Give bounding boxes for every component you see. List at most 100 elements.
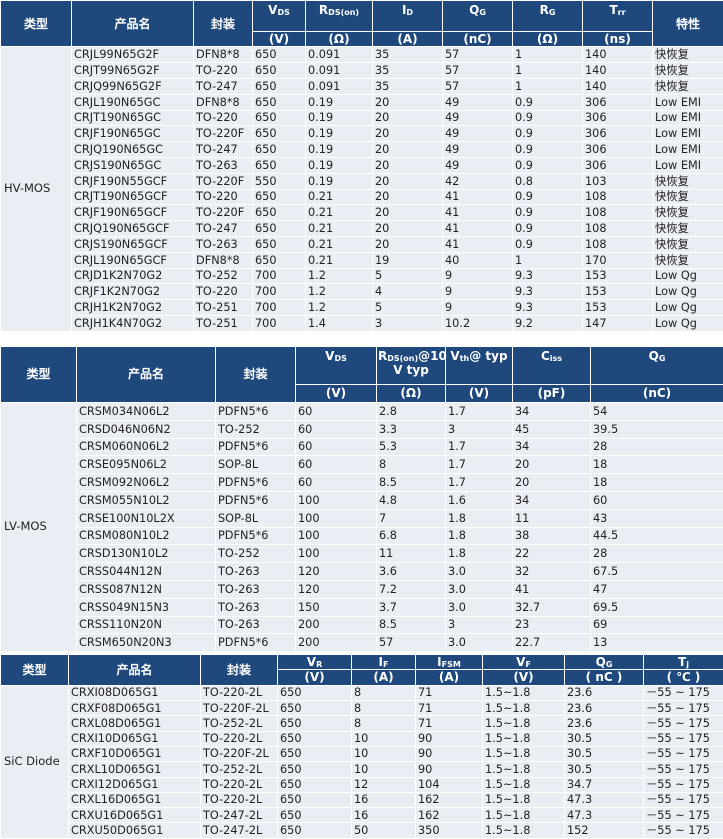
package-cell: TO-220 <box>194 110 253 126</box>
value-cell: 650 <box>253 78 306 94</box>
value-cell: 0.19 <box>306 110 373 126</box>
type-cell: SiC Diode <box>1 685 69 838</box>
value-cell: 60 <box>591 491 723 509</box>
value-cell: 650 <box>278 716 352 731</box>
value-cell: 650 <box>278 777 352 792</box>
unit-header: ( nC ) <box>565 670 644 685</box>
header-subscript: iss <box>550 354 562 363</box>
value-cell: 1 <box>513 78 583 94</box>
product-name-cell: CRJT190N65GCF <box>72 189 194 205</box>
value-cell: 30.5 <box>565 762 644 777</box>
package-cell: TO-220-2L <box>201 792 278 807</box>
value-cell: 103 <box>583 173 653 189</box>
product-name-cell: CRJL190N65GC <box>72 94 194 110</box>
value-cell: 42 <box>443 173 513 189</box>
value-cell: 1.4 <box>306 315 373 331</box>
value-cell: 650 <box>253 157 306 173</box>
value-cell: 306 <box>583 110 653 126</box>
value-cell: 69.5 <box>591 598 723 616</box>
value-cell: 49 <box>443 110 513 126</box>
value-cell: 108 <box>583 221 653 237</box>
value-cell: 650 <box>278 701 352 716</box>
value-cell: 45 <box>513 420 591 438</box>
value-cell: 140 <box>583 63 653 79</box>
value-cell: －55 ~ 175 <box>644 701 723 716</box>
value-cell: 650 <box>253 189 306 205</box>
value-cell: 550 <box>253 173 306 189</box>
header-label: V <box>450 349 459 363</box>
value-cell: 1.8 <box>446 527 513 545</box>
value-cell: 350 <box>416 823 483 838</box>
value-cell: 40 <box>443 252 513 268</box>
product-name-cell: CRXU50D065G1 <box>69 823 201 838</box>
package-cell: TO-247 <box>194 142 253 158</box>
value-cell: 108 <box>583 205 653 221</box>
value-cell: 22 <box>513 545 591 563</box>
value-cell: 1.5~1.8 <box>483 716 565 731</box>
value-cell: 28 <box>591 438 723 456</box>
value-cell: 3.0 <box>446 563 513 581</box>
value-cell: 71 <box>416 701 483 716</box>
value-cell: －55 ~ 175 <box>644 777 723 792</box>
value-cell: 20 <box>373 236 443 252</box>
value-cell: 23.6 <box>565 716 644 731</box>
value-cell: 1.7 <box>446 403 513 421</box>
product-name-cell: CRJH1K2N70G2 <box>72 300 194 316</box>
column-header: 封装 <box>216 347 296 403</box>
value-cell: 0.19 <box>306 94 373 110</box>
value-cell: 100 <box>296 527 377 545</box>
value-cell: 34.7 <box>565 777 644 792</box>
value-cell: 104 <box>416 777 483 792</box>
value-cell: 47.3 <box>565 792 644 807</box>
value-cell: 49 <box>443 142 513 158</box>
value-cell: 57 <box>377 634 446 652</box>
value-cell: 153 <box>583 300 653 316</box>
unit-header: (ns) <box>583 32 653 47</box>
value-cell: 140 <box>583 47 653 63</box>
value-cell: Low EMI <box>653 110 723 126</box>
package-cell: TO-263 <box>216 616 296 634</box>
value-cell: 69 <box>591 616 723 634</box>
package-cell: TO-263 <box>194 157 253 173</box>
package-cell: TO-252 <box>194 268 253 284</box>
value-cell: 41 <box>443 205 513 221</box>
value-cell: 700 <box>253 300 306 316</box>
product-name-cell: CRSD130N10L2 <box>77 545 216 563</box>
value-cell: 3 <box>373 315 443 331</box>
value-cell: 57 <box>443 63 513 79</box>
value-cell: 49 <box>443 94 513 110</box>
package-cell: TO-220F <box>194 126 253 142</box>
value-cell: 8 <box>352 716 416 731</box>
value-cell: 152 <box>565 823 644 838</box>
package-cell: DFN8*8 <box>194 47 253 63</box>
value-cell: 100 <box>296 545 377 563</box>
unit-header: (A) <box>416 670 483 685</box>
value-cell: 快恢复 <box>653 205 723 221</box>
value-cell: 60 <box>296 420 377 438</box>
value-cell: 650 <box>278 808 352 823</box>
value-cell: 50 <box>352 823 416 838</box>
product-name-cell: CRSE100N10L2X <box>77 509 216 527</box>
header-subscript: G <box>479 8 486 17</box>
value-cell: 90 <box>416 762 483 777</box>
value-cell: 200 <box>296 634 377 652</box>
value-cell: 650 <box>253 47 306 63</box>
value-cell: 54 <box>591 403 723 421</box>
product-name-cell: CRXU16D065G1 <box>69 808 201 823</box>
type-cell: HV-MOS <box>1 47 72 331</box>
header-label: Q <box>649 349 659 363</box>
value-cell: Low Qg <box>653 315 723 331</box>
value-cell: －55 ~ 175 <box>644 792 723 807</box>
value-cell: 20 <box>373 126 443 142</box>
package-cell: TO-220-2L <box>201 685 278 700</box>
